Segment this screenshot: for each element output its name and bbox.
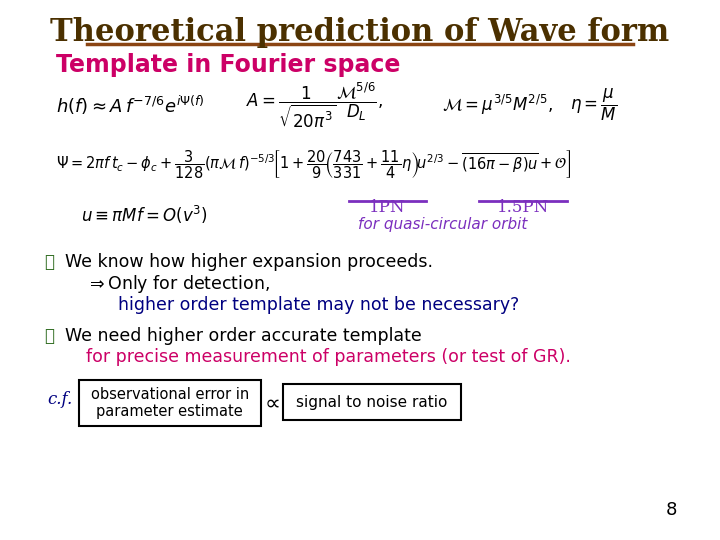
Text: $u \equiv \pi M f = O(v^3)$: $u \equiv \pi M f = O(v^3)$ [81, 204, 207, 226]
FancyBboxPatch shape [283, 384, 461, 420]
Text: 1.5PN: 1.5PN [497, 199, 549, 217]
Text: higher order template may not be necessary?: higher order template may not be necessa… [117, 296, 519, 314]
Text: $\Psi = 2\pi f\, t_c - \phi_c + \dfrac{3}{128}(\pi\mathcal{M}\, f)^{-5/3}\!\left: $\Psi = 2\pi f\, t_c - \phi_c + \dfrac{3… [56, 148, 572, 181]
Text: signal to noise ratio: signal to noise ratio [296, 395, 448, 410]
Text: We know how higher expansion proceeds.: We know how higher expansion proceeds. [66, 253, 433, 271]
Text: $\propto$: $\propto$ [261, 393, 280, 413]
Text: $\mathcal{M}=\mu^{3/5}M^{2/5},$: $\mathcal{M}=\mu^{3/5}M^{2/5},$ [442, 93, 553, 117]
FancyBboxPatch shape [79, 380, 261, 426]
Text: 1PN: 1PN [369, 199, 405, 217]
Text: c.f.: c.f. [47, 392, 72, 408]
Text: $\Rightarrow$Only for detection,: $\Rightarrow$Only for detection, [86, 273, 269, 295]
Text: 🌐: 🌐 [45, 253, 54, 271]
Text: Theoretical prediction of Wave form: Theoretical prediction of Wave form [50, 17, 670, 48]
Text: Template in Fourier space: Template in Fourier space [56, 53, 400, 77]
Text: 🌐: 🌐 [45, 327, 54, 345]
Text: 8: 8 [665, 501, 677, 519]
Text: $A=\dfrac{1}{\sqrt{20\pi^3}}\dfrac{\mathcal{M}^{5/6}}{D_L},$: $A=\dfrac{1}{\sqrt{20\pi^3}}\dfrac{\math… [246, 80, 382, 130]
Text: $h(f)\approx A\, f^{-7/6}e^{i\Psi(f)}$: $h(f)\approx A\, f^{-7/6}e^{i\Psi(f)}$ [56, 93, 205, 117]
Text: We need higher order accurate template: We need higher order accurate template [66, 327, 422, 345]
Text: $\eta=\dfrac{\mu}{M}$: $\eta=\dfrac{\mu}{M}$ [570, 87, 618, 123]
Text: for precise measurement of parameters (or test of GR).: for precise measurement of parameters (o… [86, 348, 570, 366]
Text: observational error in
parameter estimate: observational error in parameter estimat… [91, 387, 249, 419]
Text: for quasi-circular orbit: for quasi-circular orbit [358, 218, 527, 233]
